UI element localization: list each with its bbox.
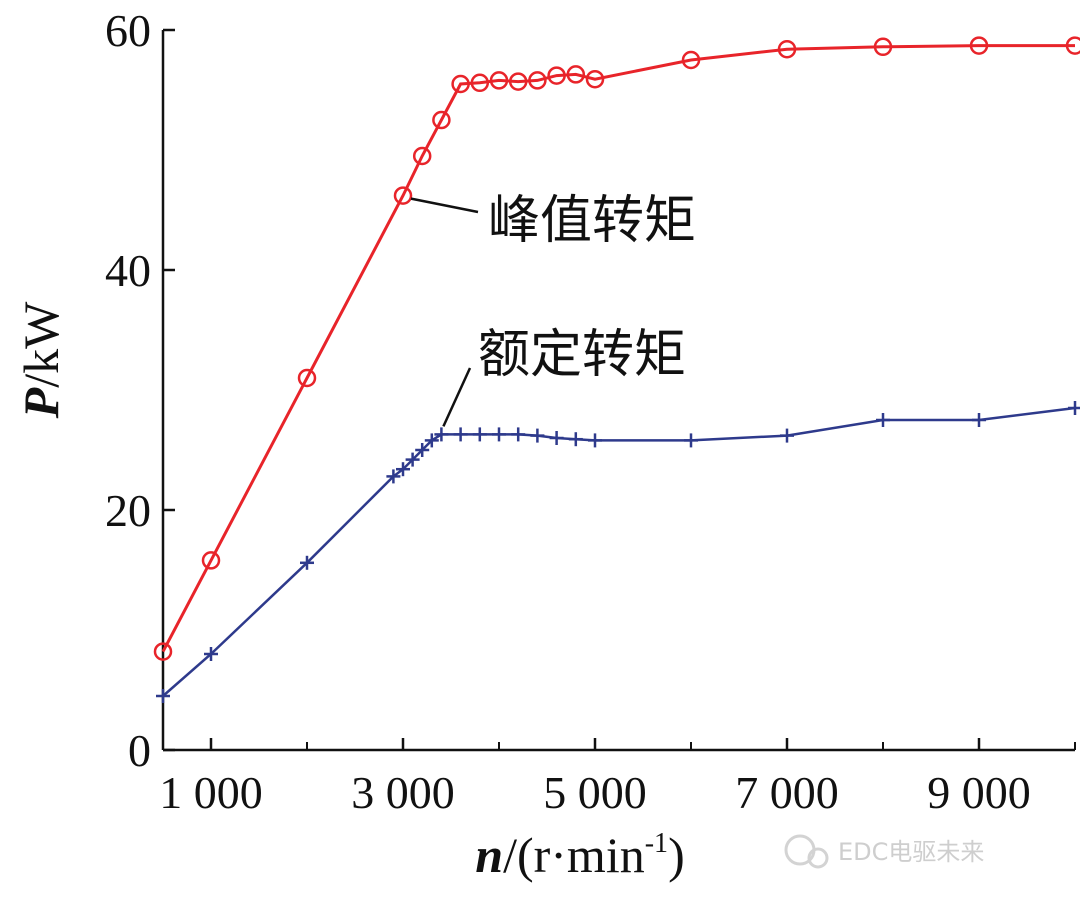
- data-point-circle: [508, 72, 528, 91]
- series-line-1: [162, 406, 1076, 697]
- data-point-plus: [972, 413, 986, 427]
- data-point-plus: [876, 413, 890, 427]
- data-point-circle: [777, 39, 797, 59]
- watermark: EDC电驱未来: [784, 834, 984, 869]
- data-point-circle: [566, 65, 586, 84]
- data-point-plus: [396, 462, 410, 477]
- x-tick-label: 9 000: [927, 767, 1031, 818]
- x-axis-title: n/(r·min-1): [475, 827, 684, 883]
- data-point-plus: [492, 427, 506, 442]
- data-point-plus: [204, 647, 218, 661]
- data-point-circle: [1065, 36, 1080, 55]
- data-point-plus: [156, 689, 170, 703]
- y-tick-label: 60: [105, 5, 151, 56]
- data-point-circle: [451, 74, 470, 94]
- x-tick-label: 7 000: [735, 767, 839, 818]
- annotation-label: 峰值转矩: [488, 191, 696, 251]
- annotation-leader-line: [410, 197, 479, 214]
- y-tick-label: 0: [128, 725, 151, 776]
- data-point-circle: [547, 66, 566, 85]
- watermark-logo-icon-small: [807, 847, 829, 869]
- series-line-0: [161, 44, 1075, 653]
- data-point-circle: [470, 73, 490, 93]
- data-point-plus: [424, 433, 439, 448]
- series-layer: [153, 36, 1080, 703]
- data-point-circle: [585, 69, 605, 89]
- y-axis-title: P/kW: [13, 301, 69, 419]
- data-point-plus: [415, 443, 430, 457]
- x-ticks: 1 000 3 000 5 000 7 000 9 000: [159, 738, 1076, 818]
- data-point-circle: [969, 36, 989, 55]
- y-ticks: 0 20 40 60: [105, 5, 175, 776]
- y-tick-label: 20: [105, 485, 151, 536]
- annotation-leader-line: [442, 367, 472, 427]
- data-point-plus: [386, 469, 401, 484]
- data-point-circle: [489, 71, 509, 90]
- data-point-circle: [432, 110, 451, 130]
- data-point-plus: [780, 428, 794, 443]
- data-point-plus: [300, 555, 314, 570]
- data-point-plus: [684, 433, 698, 448]
- data-point-plus: [453, 427, 468, 442]
- data-point-plus: [568, 432, 583, 447]
- x-tick-label: 5 000: [543, 767, 647, 818]
- data-point-circle: [153, 642, 173, 661]
- data-point-plus: [511, 427, 526, 442]
- data-point-plus: [1068, 401, 1080, 415]
- data-point-plus: [549, 431, 564, 445]
- data-point-plus: [405, 452, 420, 467]
- x-tick-label: 3 000: [351, 767, 455, 818]
- data-point-circle: [297, 368, 317, 388]
- data-point-circle: [681, 50, 701, 70]
- data-point-circle: [528, 71, 547, 90]
- data-point-plus: [530, 428, 545, 443]
- watermark-text: EDC电驱未来: [838, 838, 984, 866]
- data-point-plus: [472, 427, 487, 442]
- annotation-label: 额定转矩: [478, 325, 686, 385]
- data-point-circle: [393, 186, 413, 205]
- data-point-circle: [201, 551, 221, 570]
- x-tick-label: 1 000: [159, 767, 263, 818]
- data-point-plus: [434, 427, 449, 442]
- data-point-circle: [873, 37, 893, 57]
- data-point-circle: [412, 146, 432, 166]
- data-point-plus: [588, 433, 602, 448]
- y-tick-label: 40: [105, 245, 151, 296]
- axes: [161, 30, 1075, 752]
